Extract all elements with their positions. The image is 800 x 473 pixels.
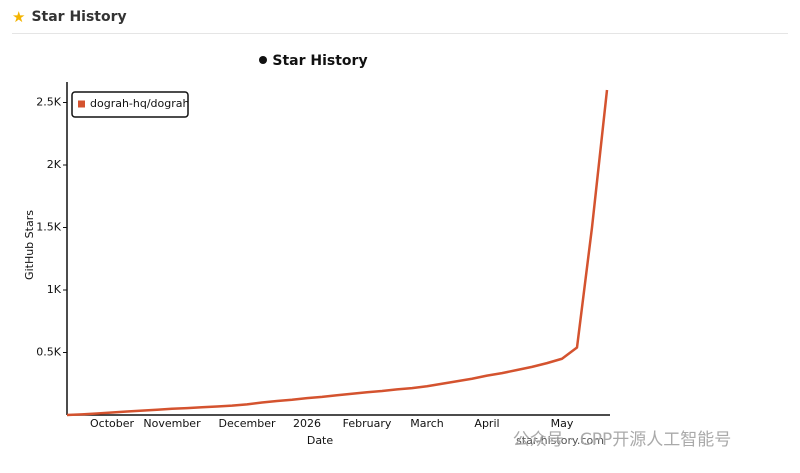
x-tick-label: December [218, 417, 276, 430]
watermark: star-history.com [516, 434, 604, 447]
header: ★ Star History [12, 0, 788, 34]
chart-title: Star History [272, 53, 367, 69]
title-icon [259, 56, 267, 64]
header-title: Star History [31, 8, 127, 25]
y-axis-label: GitHub Stars [23, 210, 36, 280]
x-tick-label: April [474, 417, 499, 430]
y-tick-label: 1.5K [36, 221, 61, 234]
line [66, 89, 609, 417]
x-tick-label: 2026 [293, 417, 321, 430]
overlay-text: 公众号 · CPP开源人工智能号 [513, 430, 732, 450]
legend-swatch [78, 100, 85, 108]
star-icon: ★ [12, 7, 26, 26]
x-tick-label: October [90, 417, 134, 430]
x-axis-label: Date [307, 434, 334, 447]
legend-box [71, 91, 189, 118]
x-tick-label: March [410, 417, 444, 430]
legend-label: dograh-hq/dograh [90, 97, 190, 110]
x-tick-label: February [343, 417, 392, 430]
y-tick-label: 0.5K [36, 346, 61, 359]
x-tick-label: May [551, 417, 574, 430]
y-tick-label: 1K [47, 283, 62, 296]
y-tick-label: 2.5K [36, 96, 61, 109]
x-tick-label: November [143, 417, 201, 430]
y-tick-label: 2K [47, 158, 62, 171]
